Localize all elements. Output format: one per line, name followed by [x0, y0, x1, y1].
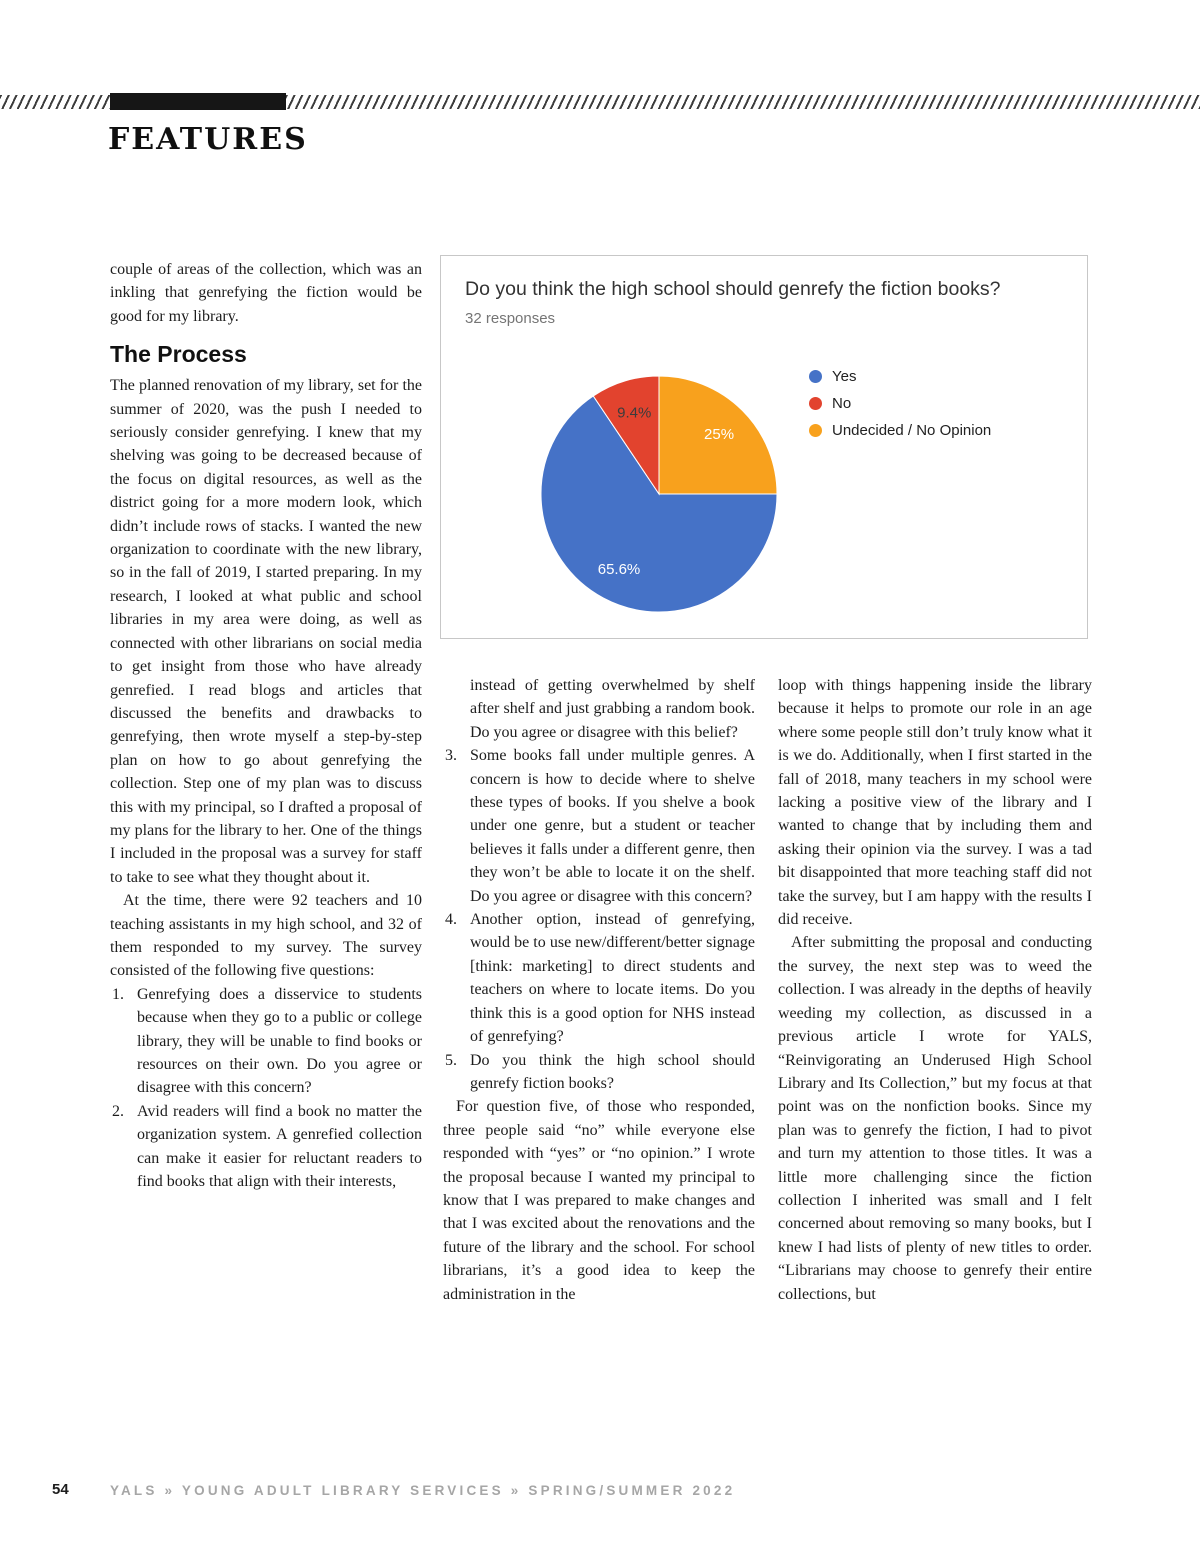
article-paragraph: loop with things happening inside the li…: [778, 677, 1092, 929]
survey-chart-card: Do you think the high school should genr…: [440, 255, 1088, 639]
question-number: 5.: [445, 1051, 457, 1069]
article-column-middle: instead of getting overwhelmed by shelf …: [443, 674, 755, 1306]
question-list-item: 5. Do you think the high school should ge…: [443, 1049, 755, 1096]
section-title: FEATURES: [108, 122, 308, 157]
svg-text:65.6%: 65.6%: [598, 561, 641, 578]
footer-journal-line: YALS » YOUNG ADULT LIBRARY SERVICES » SP…: [110, 1483, 736, 1498]
question-list-item: 3. Some books fall under multiple genres.…: [443, 744, 755, 908]
question-list-item: 2. Avid readers will find a book no matte…: [110, 1100, 422, 1194]
legend-item: Yes: [809, 368, 991, 385]
subheading-the-process: The Process: [110, 341, 247, 368]
article-paragraph: The planned renovation of my library, se…: [110, 377, 422, 886]
question-number: 3.: [445, 747, 457, 765]
legend-label: Yes: [832, 368, 857, 385]
solid-rule-bar: [110, 93, 286, 110]
legend-swatch: [809, 370, 822, 383]
chart-response-count: 32 responses: [465, 310, 556, 327]
article-column-left: couple of areas of the collection, which…: [110, 258, 422, 1193]
question-number: 2.: [112, 1102, 124, 1120]
chart-legend: Yes No Undecided / No Opinion: [809, 368, 991, 449]
question-text: Avid readers will find a book no matter …: [137, 1102, 422, 1191]
svg-text:9.4%: 9.4%: [617, 405, 651, 422]
question-text: Some books fall under multiple genres. A…: [470, 747, 755, 905]
article-paragraph: At the time, there were 92 teachers and …: [110, 892, 422, 980]
question-list-3-5: 3. Some books fall under multiple genres.…: [443, 744, 755, 1095]
question-list-item: 1. Genrefying does a disservice to studen…: [110, 983, 422, 1100]
question-text: Do you think the high school should genr…: [470, 1051, 755, 1092]
question-text: Another option, instead of genrefying, w…: [470, 911, 755, 1046]
legend-swatch: [809, 397, 822, 410]
question-number: 4.: [445, 911, 457, 929]
article-column-right: loop with things happening inside the li…: [778, 674, 1092, 1306]
svg-text:25%: 25%: [704, 426, 734, 443]
article-paragraph: After submitting the proposal and conduc…: [778, 934, 1092, 1303]
legend-item: Undecided / No Opinion: [809, 422, 991, 439]
decorative-hatch-rule: [0, 95, 1200, 109]
page-footer: 54 YALS » YOUNG ADULT LIBRARY SERVICES »…: [0, 1481, 1200, 1505]
legend-label: No: [832, 395, 852, 412]
legend-swatch: [809, 424, 822, 437]
question-number: 1.: [112, 985, 124, 1003]
legend-label: Undecided / No Opinion: [832, 422, 992, 439]
chart-title: Do you think the high school should genr…: [465, 278, 1001, 300]
article-paragraph-intro: couple of areas of the collection, which…: [110, 261, 422, 325]
legend-item: No: [809, 395, 991, 412]
question-list-item: 4. Another option, instead of genrefying,…: [443, 908, 755, 1048]
question-list-1-2: 1. Genrefying does a disservice to studen…: [110, 983, 422, 1194]
article-paragraph-continuation: instead of getting overwhelmed by shelf …: [470, 677, 755, 741]
question-text: Genrefying does a disservice to students…: [137, 985, 422, 1097]
page-number: 54: [52, 1481, 69, 1498]
pie-chart: 65.6% 9.4% 25%: [540, 375, 778, 613]
article-paragraph: For question five, of those who responde…: [443, 1098, 755, 1303]
